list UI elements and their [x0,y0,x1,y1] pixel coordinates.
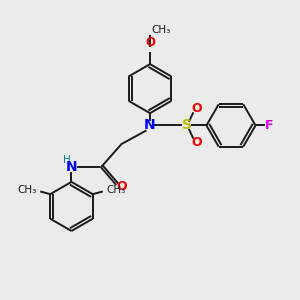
Text: CH₃: CH₃ [106,185,125,196]
Text: CH₃: CH₃ [17,185,37,196]
Text: H: H [63,155,71,165]
Text: O: O [192,102,203,115]
Text: O: O [116,180,127,193]
Text: O: O [145,36,155,50]
Text: F: F [265,119,274,132]
Text: S: S [182,118,192,133]
Text: CH₃: CH₃ [151,25,170,35]
Text: N: N [66,160,77,174]
Text: O: O [192,136,203,148]
Text: N: N [144,118,156,133]
